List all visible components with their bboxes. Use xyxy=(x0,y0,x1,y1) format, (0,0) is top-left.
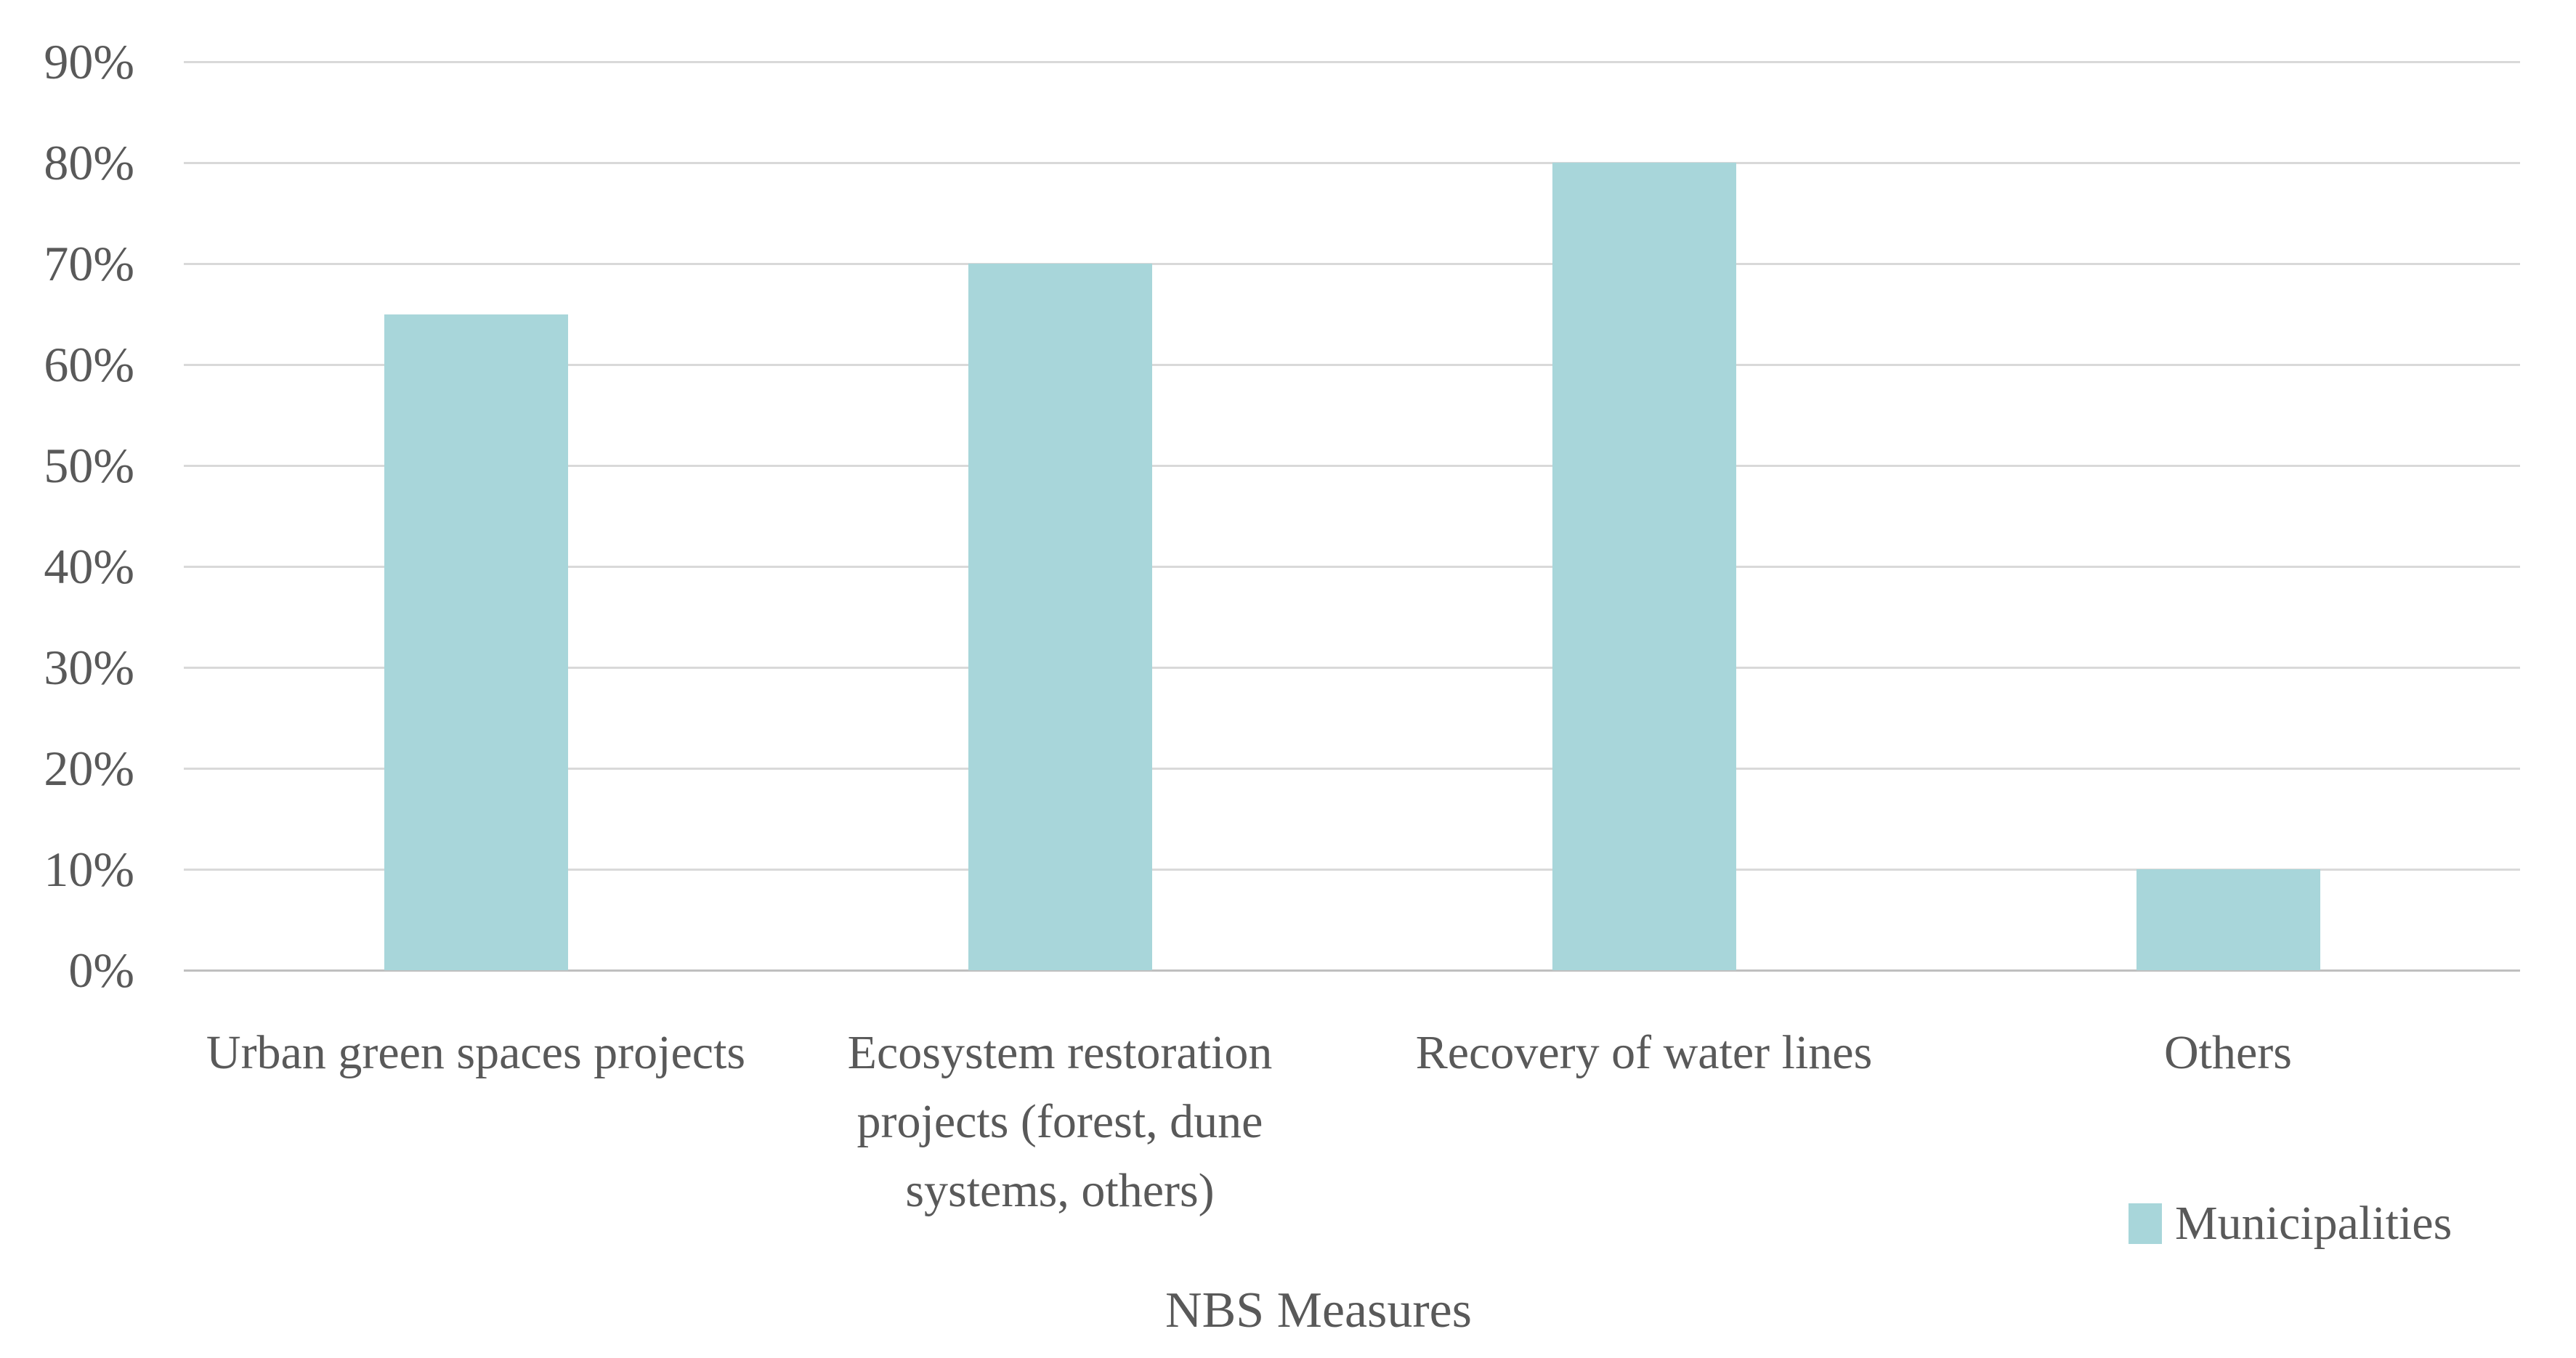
legend-label: Municipalities xyxy=(2175,1197,2453,1250)
x-axis-title: NBS Measures xyxy=(1165,1282,1472,1338)
gridline-30 xyxy=(184,667,2520,669)
y-tick-0: 0% xyxy=(68,943,134,998)
x-category-label-4: Others xyxy=(2164,1026,2292,1079)
gridline-70 xyxy=(184,263,2520,265)
y-tick-70: 70% xyxy=(44,236,134,291)
x-category-label-2: Ecosystem restoration projects (forest, … xyxy=(847,1026,1273,1217)
gridline-40 xyxy=(184,566,2520,568)
y-tick-30: 30% xyxy=(44,640,134,695)
bar-3 xyxy=(1552,163,1736,970)
gridline-10 xyxy=(184,869,2520,871)
gridline-60 xyxy=(184,364,2520,366)
bar-4 xyxy=(2136,869,2320,970)
bar-2 xyxy=(968,264,1152,970)
y-tick-40: 40% xyxy=(44,539,134,594)
y-tick-20: 20% xyxy=(44,741,134,796)
x-category-label-1: Urban green spaces projects xyxy=(206,1026,746,1079)
gridline-90 xyxy=(184,61,2520,63)
gridline-80 xyxy=(184,162,2520,164)
y-tick-10: 10% xyxy=(44,842,134,897)
y-tick-50: 50% xyxy=(44,438,134,493)
gridline-50 xyxy=(184,465,2520,467)
x-category-label-3: Recovery of water lines xyxy=(1415,1026,1873,1079)
legend-swatch-municipalities xyxy=(2129,1203,2162,1244)
y-tick-90: 90% xyxy=(44,34,134,89)
legend: Municipalities xyxy=(2129,1195,2452,1253)
gridline-20 xyxy=(184,768,2520,770)
x-axis-line xyxy=(184,969,2520,972)
bar-1 xyxy=(384,314,568,970)
y-tick-60: 60% xyxy=(44,337,134,392)
y-tick-80: 80% xyxy=(44,135,134,190)
